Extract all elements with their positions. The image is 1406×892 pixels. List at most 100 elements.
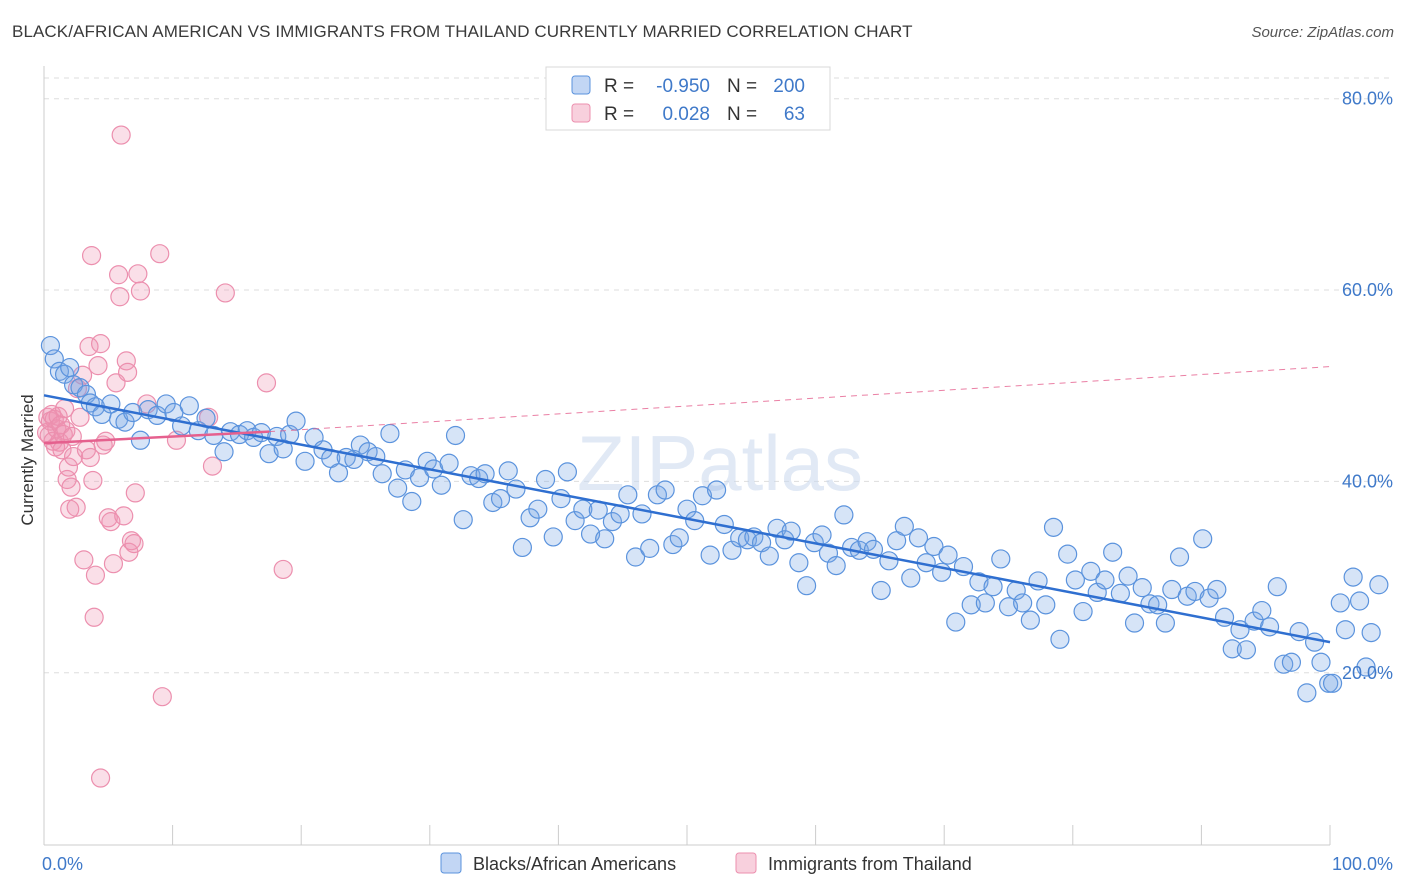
legend-n-value-2: 63 — [784, 104, 805, 125]
thailand-point — [130, 281, 151, 301]
black-point — [1169, 547, 1190, 567]
thailand-point — [128, 264, 148, 284]
thailand-point — [58, 457, 79, 477]
legend-r-label-2: R = — [604, 104, 634, 125]
black-point — [908, 528, 929, 548]
legend-n-label-2: N = — [727, 104, 757, 125]
series-legend-swatch-blue — [440, 852, 462, 874]
thailand-point — [202, 456, 223, 476]
black-point — [565, 511, 585, 531]
thailand-point — [215, 283, 235, 303]
x-tick-label-max: 100.0% — [1332, 854, 1393, 874]
black-trend-line — [43, 394, 1331, 644]
black-point — [60, 357, 80, 378]
watermark: ZIPatlas — [577, 419, 863, 507]
black-point — [528, 499, 548, 519]
black-point — [1058, 544, 1078, 564]
black-point — [1267, 577, 1287, 597]
y-tick-label: 80.0% — [1342, 89, 1393, 109]
black-point — [1274, 654, 1294, 674]
black-point — [1073, 601, 1093, 622]
black-point — [924, 536, 944, 557]
black-point — [1065, 570, 1085, 590]
thailand-point — [111, 125, 131, 145]
thailand-point — [52, 440, 72, 460]
black-point — [388, 478, 408, 498]
thailand-point — [83, 470, 103, 491]
black-point — [179, 396, 199, 416]
black-point — [946, 612, 966, 632]
black-point — [417, 451, 437, 471]
black-point — [1259, 617, 1280, 637]
series-legend-label-pink: Immigrants from Thailand — [768, 854, 972, 874]
legend-n-label-1: N = — [727, 76, 757, 97]
black-point — [380, 423, 400, 444]
series-legend-label-blue: Blacks/African Americans — [473, 854, 676, 874]
black-point — [49, 361, 70, 381]
series-legend-swatch-pink — [735, 852, 757, 874]
chart-title: BLACK/AFRICAN AMERICAN VS IMMIGRANTS FRO… — [12, 22, 913, 41]
black-point — [1304, 632, 1325, 652]
black-point — [692, 486, 713, 506]
black-point — [273, 439, 293, 459]
black-point — [1236, 640, 1257, 660]
black-point — [1343, 567, 1363, 587]
thailand-point — [84, 607, 104, 627]
watermark-text: ZIPatlas — [577, 419, 863, 507]
black-point — [1297, 683, 1317, 703]
thailand-point — [79, 336, 99, 357]
black-point — [618, 485, 638, 505]
black-point — [1124, 613, 1145, 633]
y-axis-label: Currently Married — [18, 394, 37, 525]
black-point — [506, 479, 526, 499]
thailand-point — [90, 334, 111, 354]
thailand-point — [256, 373, 277, 393]
black-point — [991, 549, 1011, 569]
y-tick-labels: 20.0% 40.0% 60.0% 80.0% — [1342, 89, 1393, 683]
legend-r-value-1: -0.950 — [656, 76, 710, 97]
legend-swatch-blue — [571, 75, 591, 95]
black-point — [759, 546, 779, 566]
black-point — [295, 451, 315, 471]
thailand-point — [125, 483, 145, 503]
black-point — [535, 469, 556, 490]
black-point — [812, 525, 832, 545]
thailand-point — [108, 265, 129, 285]
black-point — [1118, 566, 1138, 586]
black-point — [1222, 639, 1242, 659]
black-point — [961, 595, 981, 615]
black-point — [857, 532, 877, 552]
black-point — [1349, 591, 1370, 611]
thailand-trend-line — [43, 430, 270, 445]
black-point — [453, 510, 473, 530]
thailand-point — [90, 768, 111, 788]
black-point — [938, 545, 958, 565]
legend-swatch-pink — [571, 103, 591, 123]
black-point — [130, 430, 151, 450]
black-point — [625, 547, 646, 567]
black-point — [445, 425, 466, 446]
black-point — [490, 489, 511, 509]
black-point — [498, 461, 518, 481]
black-point — [826, 556, 846, 576]
black-point — [1335, 620, 1356, 640]
black-point — [1036, 595, 1056, 615]
source-label: Source: ZipAtlas.com — [1251, 24, 1394, 41]
thailand-point — [81, 246, 102, 266]
black-point — [1020, 610, 1040, 630]
black-point — [1207, 579, 1227, 600]
black-point — [871, 580, 891, 601]
thailand-trend-extension — [269, 366, 1331, 433]
thailand-points — [36, 125, 293, 788]
black-point — [901, 568, 921, 588]
thailand-point — [121, 531, 142, 551]
legend-r-label-1: R = — [604, 76, 634, 97]
black-point — [879, 551, 899, 571]
thailand-point — [110, 287, 130, 307]
black-point — [1103, 542, 1123, 562]
black-points — [40, 335, 1389, 703]
black-point — [640, 538, 660, 558]
y-tick-label: 60.0% — [1342, 280, 1393, 300]
thailand-point — [103, 554, 124, 574]
